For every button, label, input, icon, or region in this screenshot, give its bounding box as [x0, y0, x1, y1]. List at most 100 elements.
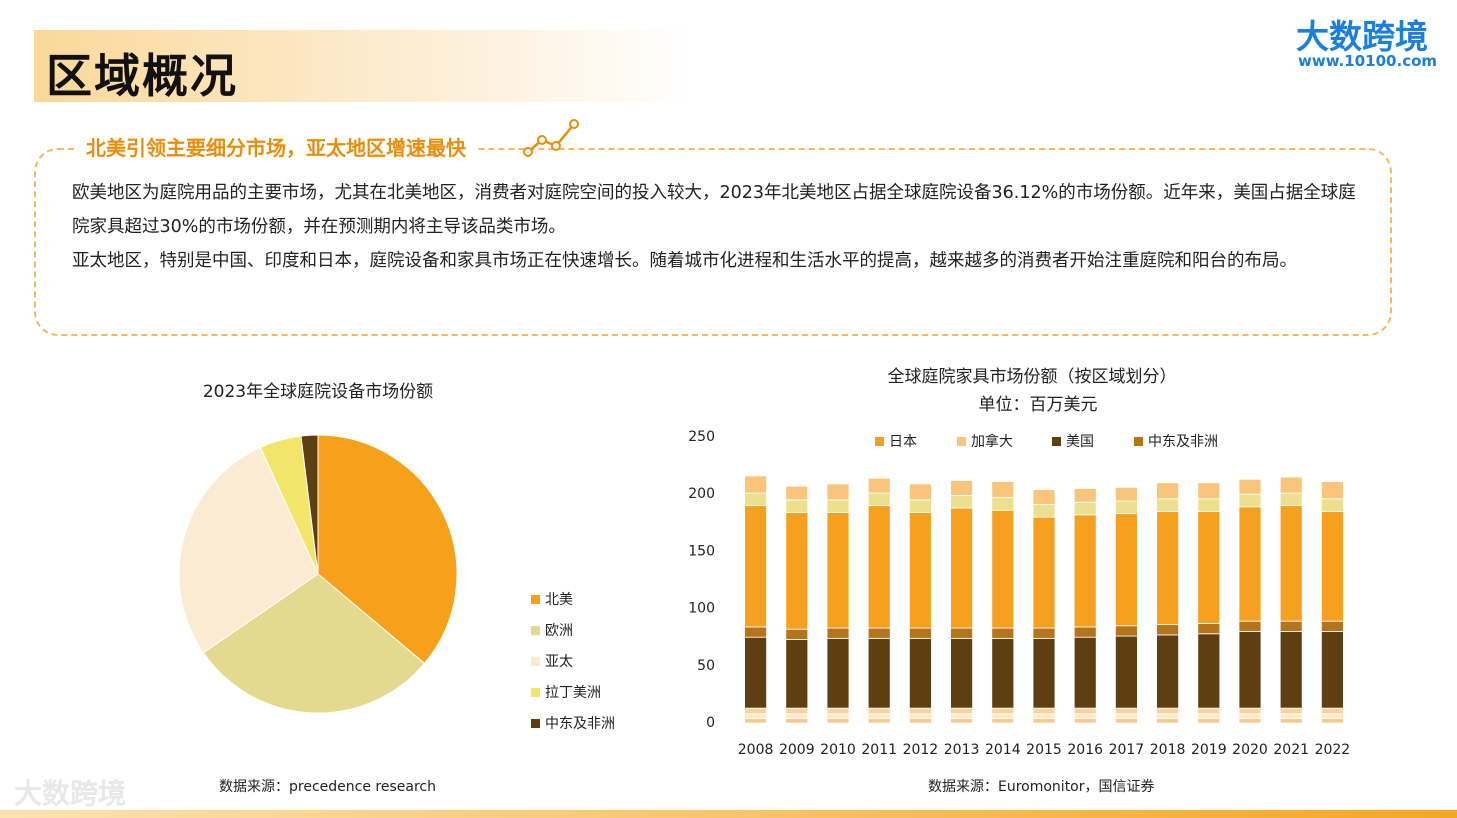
bar-segment — [1032, 516, 1056, 629]
legend-swatch — [531, 688, 540, 697]
x-tick-label: 2010 — [820, 742, 856, 758]
bar-segment — [991, 707, 1015, 715]
bar-segment — [1073, 707, 1097, 715]
bar-segment — [909, 707, 932, 715]
bar-segment — [826, 713, 850, 719]
trend-icon — [523, 119, 579, 157]
bar-segment — [1197, 510, 1221, 624]
y-tick-label: 150 — [688, 543, 715, 559]
chart-subtitle: 单位：百万美元 — [979, 395, 1098, 415]
x-tick-label: 2016 — [1067, 742, 1103, 758]
bar-segment — [1197, 623, 1221, 635]
bar-segment — [1279, 707, 1303, 715]
bar-segment — [909, 483, 932, 501]
bar-segment — [1115, 625, 1138, 637]
bar-segment — [1156, 713, 1179, 719]
legend-swatch — [531, 657, 540, 666]
bar-segment — [991, 713, 1015, 719]
bar-segment — [785, 639, 809, 709]
bar-segment — [744, 707, 767, 715]
bar-segment — [1197, 498, 1221, 512]
x-tick-label: 2012 — [903, 742, 939, 758]
bar-segment — [826, 627, 850, 639]
bar-segment — [1032, 637, 1056, 709]
bar-segment — [867, 492, 891, 507]
bar-segment — [1279, 505, 1303, 622]
bar-segment — [1115, 707, 1138, 715]
y-tick-label: 0 — [706, 715, 715, 731]
charts: 2023年全球庭院设备市场份额北美欧洲亚太拉丁美洲中东及非洲数据来源：prece… — [178, 367, 1351, 795]
y-tick-label: 100 — [688, 601, 715, 617]
bar-segment — [826, 718, 850, 724]
watermark: 大数跨境 — [14, 777, 127, 810]
x-tick-label: 2008 — [738, 742, 774, 758]
x-tick-label: 2013 — [944, 742, 980, 758]
bar-segment — [991, 718, 1015, 724]
bar-segment — [826, 483, 850, 501]
bar-segment — [1238, 713, 1262, 719]
bar-segment — [785, 512, 809, 630]
legend-label: 中东及非洲 — [1148, 434, 1218, 450]
bar-segment — [1238, 506, 1262, 622]
bar-segment — [744, 626, 767, 638]
section-text: 欧美地区为庭院用品的主要市场，尤其在北美地区，消费者对庭院空间的投入较大，202… — [72, 176, 1362, 278]
bar-segment — [1032, 713, 1056, 719]
bar-segment — [1032, 489, 1056, 505]
bar-segment — [1197, 713, 1221, 719]
legend-label: 亚太 — [545, 654, 573, 670]
bar-segment — [826, 499, 850, 513]
legend-label: 美国 — [1066, 434, 1094, 450]
bar-segment — [950, 627, 973, 639]
bar-segment — [1279, 620, 1303, 632]
legend-label: 加拿大 — [971, 433, 1013, 450]
bar-segment — [991, 497, 1015, 511]
bar-segment — [950, 718, 973, 724]
bar-segment — [1073, 514, 1097, 628]
bar-segment — [1115, 500, 1138, 515]
bar-segment — [991, 637, 1015, 709]
bar-segment — [867, 477, 891, 494]
legend-label: 拉丁美洲 — [545, 685, 601, 701]
x-tick-label: 2022 — [1315, 742, 1351, 758]
bar-segment — [1321, 481, 1344, 500]
bar-segment — [867, 713, 891, 719]
chart-title: 全球庭院家具市场份额（按区域划分） — [888, 367, 1177, 387]
paragraph: 欧美地区为庭院用品的主要市场，尤其在北美地区，消费者对庭院空间的投入较大，202… — [72, 183, 1356, 237]
bar-segment — [867, 718, 891, 724]
bar-segment — [950, 494, 973, 509]
legend-swatch — [1052, 437, 1061, 446]
bar-segment — [867, 505, 891, 629]
bar-segment — [785, 713, 809, 719]
legend-label: 日本 — [889, 434, 917, 450]
bar-segment — [909, 637, 932, 709]
bar-segment — [1321, 620, 1344, 632]
bar-segment — [1321, 713, 1344, 719]
legend-label: 欧洲 — [545, 623, 573, 639]
bar-segment — [1279, 476, 1303, 494]
paragraph: 亚太地区，特别是中国、印度和日本，庭院设备和家具市场正在快速增长。随着城市化进程… — [72, 251, 1297, 271]
bar-segment — [1321, 510, 1344, 622]
bar-segment — [1238, 718, 1262, 724]
bar-segment — [991, 627, 1015, 639]
bar-segment — [867, 637, 891, 709]
bar-segment — [1115, 486, 1138, 502]
pie-slice — [202, 573, 426, 714]
bar-segment — [950, 713, 973, 719]
legend-swatch — [875, 437, 884, 446]
bar-segment — [867, 707, 891, 715]
x-tick-label: 2011 — [861, 742, 897, 758]
bar-segment — [909, 512, 932, 629]
bar-segment — [950, 707, 973, 715]
bar-segment — [1032, 627, 1056, 639]
legend-swatch — [531, 719, 540, 728]
bar-segment — [744, 713, 767, 719]
bottom-bar — [0, 810, 1457, 818]
x-tick-label: 2019 — [1191, 742, 1227, 758]
bar-segment — [991, 509, 1015, 629]
section-box — [34, 148, 1392, 336]
bar-segment — [1115, 635, 1138, 709]
bar-segment — [785, 718, 809, 724]
bar-segment — [950, 480, 973, 496]
bar-segment — [1197, 633, 1221, 709]
